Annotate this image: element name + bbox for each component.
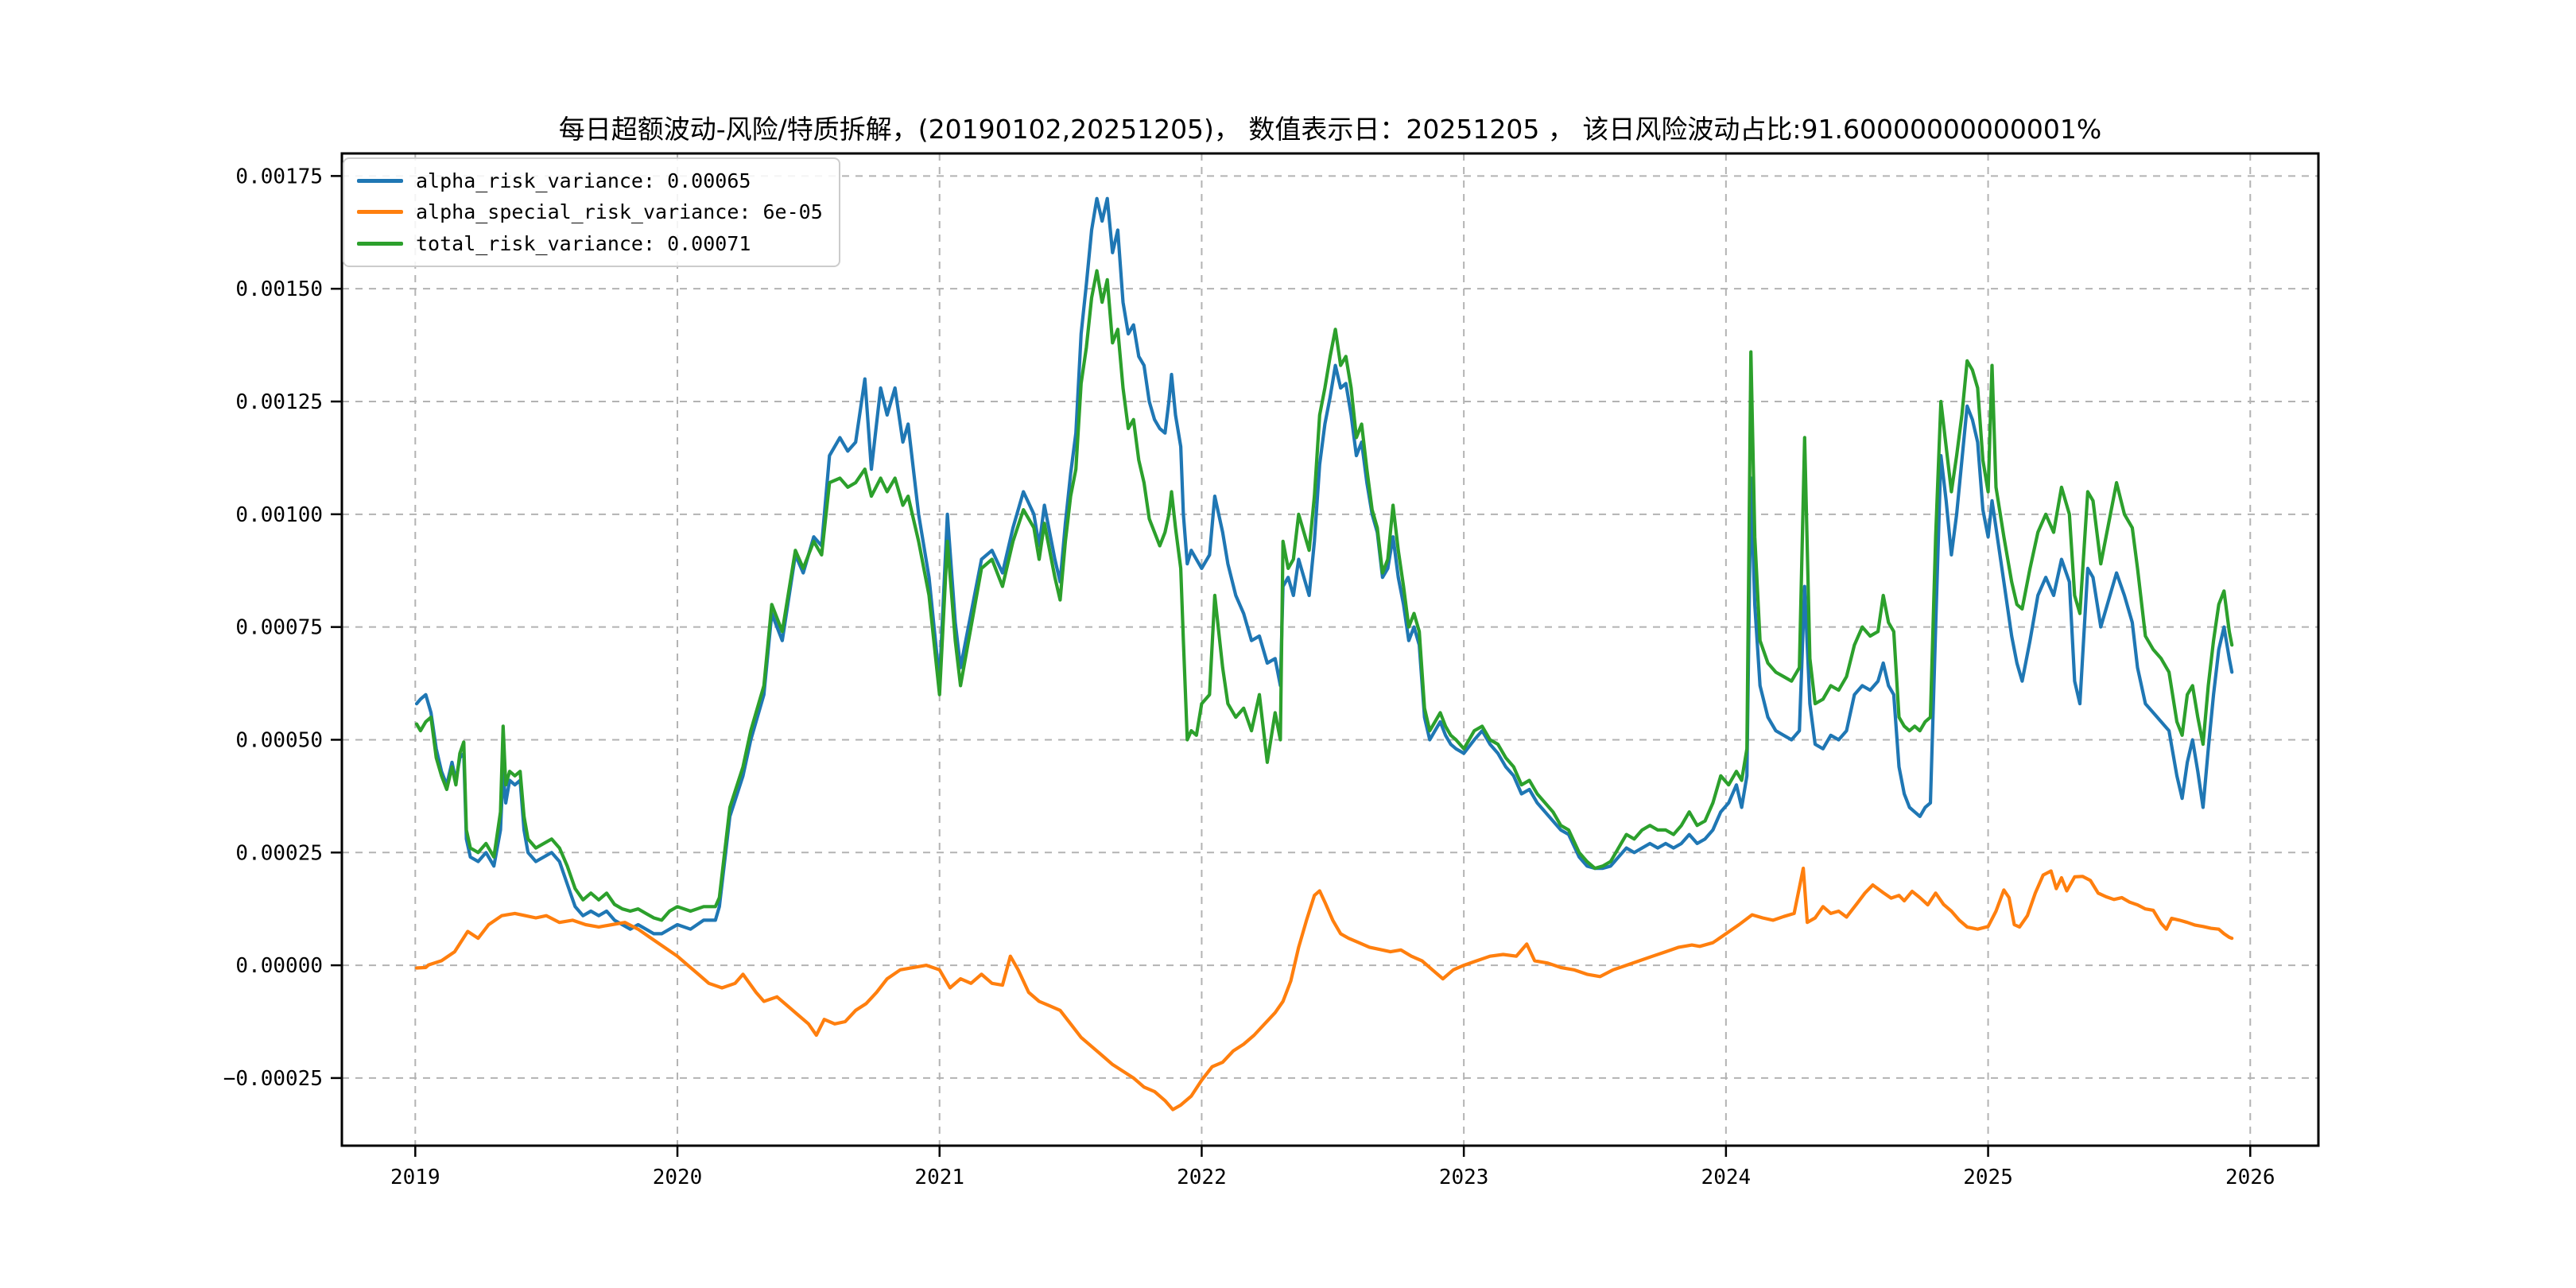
y-tick-label: 0.00000 [235,954,323,978]
legend-line-swatch-alpha-risk [357,179,403,184]
y-tick-label: 0.00175 [235,165,323,188]
y-tick-label: 0.00075 [235,616,323,640]
series-line-alpha_risk_variance [414,196,2234,936]
x-tick-label: 2026 [2225,1166,2275,1189]
series-line-alpha_special_risk_variance [414,866,2234,1111]
x-tick-label: 2021 [914,1166,964,1189]
x-tick-label: 2020 [653,1166,703,1189]
legend-label: alpha_risk_variance: 0.00065 [416,169,751,192]
y-tick-label: 0.00050 [235,728,323,752]
y-tick-label: −0.00025 [223,1067,323,1091]
legend-line-swatch-alpha-special-risk [357,210,403,215]
legend-item: total_risk_variance: 0.00071 [357,231,823,256]
legend-label: total_risk_variance: 0.00071 [416,231,751,255]
legend-label: alpha_special_risk_variance: 6e-05 [416,200,823,224]
y-tick-label: 0.00100 [235,503,323,527]
legend-item: alpha_special_risk_variance: 6e-05 [357,200,823,224]
chart-title: 每日超额波动-风险/特质拆解，(20190102,20251205)， 数值表示… [558,114,2102,145]
legend-line-swatch-total-risk [357,241,403,246]
x-tick-label: 2022 [1177,1166,1227,1189]
series-line-total_risk_variance [414,269,2234,922]
x-tick-label: 2024 [1701,1166,1752,1189]
legend: alpha_risk_variance: 0.00065 alpha_speci… [343,157,840,267]
x-tick-label: 2019 [390,1166,440,1189]
y-tick-label: 0.00125 [235,390,323,414]
y-tick-label: 0.00025 [235,841,323,865]
x-tick-label: 2023 [1439,1166,1489,1189]
legend-item: alpha_risk_variance: 0.00065 [357,169,823,193]
y-tick-label: 0.00150 [235,277,323,301]
plot-frame [340,152,2320,1147]
x-tick-label: 2025 [1963,1166,2013,1189]
